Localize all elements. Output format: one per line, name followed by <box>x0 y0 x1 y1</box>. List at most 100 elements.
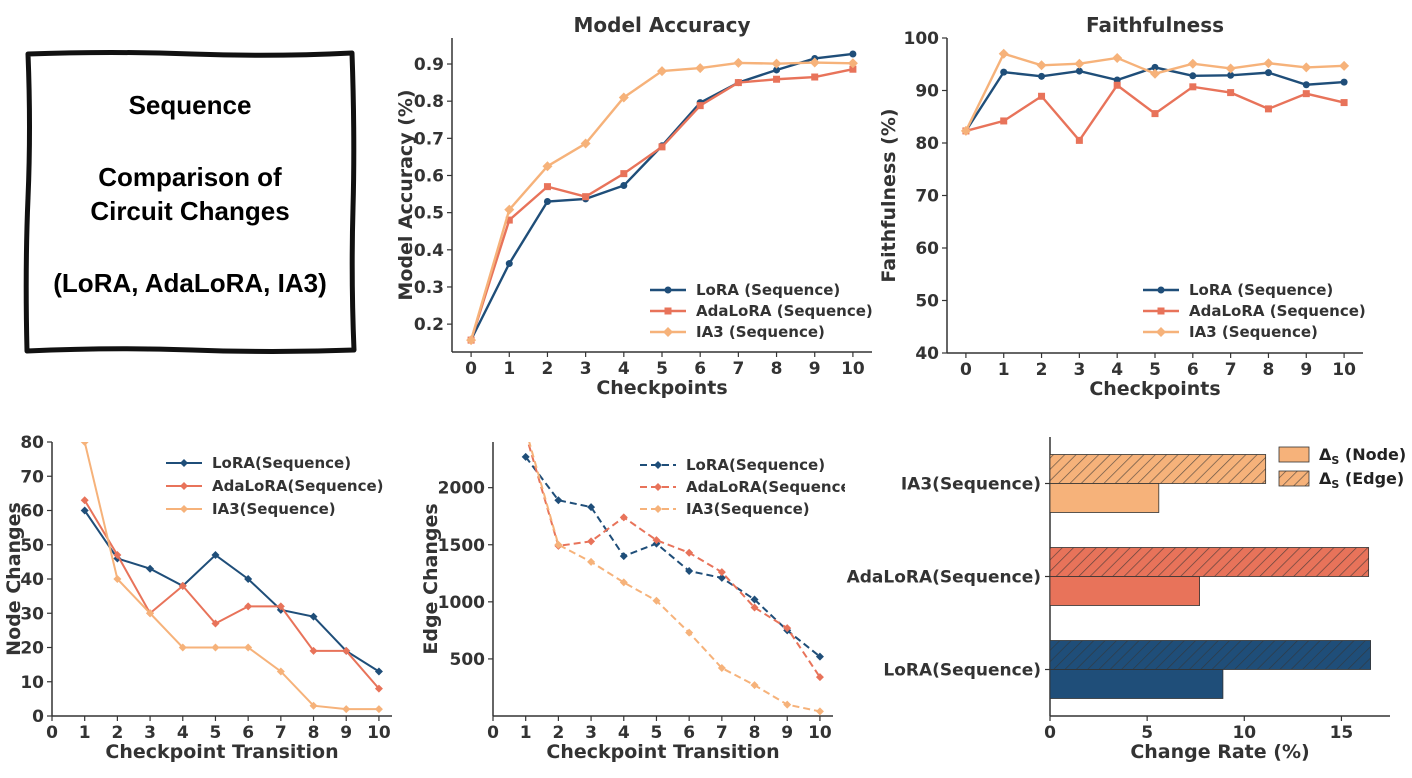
x-tick-label: 4 <box>1111 360 1123 380</box>
data-point <box>113 575 122 583</box>
legend-marker <box>180 459 188 467</box>
data-point <box>374 667 383 676</box>
x-tick-label: 0 <box>487 723 499 743</box>
data-point <box>178 643 187 652</box>
data-point <box>587 557 596 566</box>
legend-label: IA3(Sequence) <box>686 500 810 518</box>
box-line-1: Sequence <box>128 90 252 120</box>
x-tick-label: 10 <box>1332 360 1356 380</box>
x-tick-label: 1 <box>520 723 532 743</box>
legend-swatch <box>1278 470 1310 487</box>
data-point <box>998 48 1009 59</box>
box-line-2: Comparison of <box>98 162 282 192</box>
x-tick-label: 6 <box>683 723 695 743</box>
y-tick-label: 0.7 <box>414 129 444 149</box>
chart-title: Model Accuracy <box>573 13 750 37</box>
data-point <box>580 138 591 149</box>
y-tick-label: 20 <box>20 639 44 659</box>
data-point <box>1000 117 1008 125</box>
data-point <box>146 609 155 618</box>
y-tick-label: 0.2 <box>414 315 444 335</box>
data-point <box>815 707 824 716</box>
legend-label: AdaLoRA(Sequence) <box>686 478 845 496</box>
data-point <box>750 681 759 690</box>
data-point <box>1264 105 1272 113</box>
series-line-AdaLoRA(Sequence) <box>526 442 821 678</box>
data-point <box>309 612 318 621</box>
data-point <box>211 619 220 628</box>
x-tick-label: 7 <box>1225 360 1237 380</box>
y-tick-label: 60 <box>915 239 939 259</box>
legend-marker <box>1157 307 1165 315</box>
x-tick-label: 10 <box>841 359 865 379</box>
x-tick-label: 9 <box>781 723 793 743</box>
x-tick-label: 2 <box>552 723 564 743</box>
legend-label: ΔS (Edge) <box>1319 469 1404 491</box>
data-point <box>113 551 122 560</box>
data-point <box>685 628 694 637</box>
data-point <box>309 646 318 655</box>
series-line-IA3(Sequence) <box>528 442 821 713</box>
y-tick-label: 40 <box>915 344 939 364</box>
x-tick-label: 3 <box>144 723 156 743</box>
data-point <box>1302 90 1310 98</box>
x-tick-label: 2 <box>111 723 123 743</box>
data-point <box>582 193 590 201</box>
bar-edge-AdaLoRA(Sequence) <box>1049 547 1370 577</box>
data-point <box>1339 60 1350 71</box>
legend-marker <box>663 327 673 337</box>
x-tick-label: 5 <box>1141 723 1153 743</box>
y-tick-label: 0.8 <box>414 92 444 112</box>
legend-marker <box>654 483 662 491</box>
x-tick-label: 5 <box>651 723 663 743</box>
data-point <box>80 496 89 505</box>
data-point <box>505 260 513 268</box>
x-tick-label: 1 <box>503 359 515 379</box>
series-line-AdaLoRA(Sequence) <box>83 499 380 690</box>
data-point <box>658 143 666 151</box>
data-point <box>1189 83 1197 91</box>
data-point <box>809 57 820 68</box>
x-tick-label: 3 <box>585 723 597 743</box>
x-tick-label: 0 <box>1044 723 1056 743</box>
x-tick-label: 8 <box>308 723 320 743</box>
x-tick-label: 15 <box>1330 723 1354 743</box>
data-point <box>783 624 792 633</box>
x-tick-label: 2 <box>1036 360 1048 380</box>
data-point <box>1113 81 1121 89</box>
series-line-AdaLoRA (Sequence) <box>469 68 854 341</box>
y-tick-label: 0.3 <box>414 278 444 298</box>
data-point <box>1189 72 1197 80</box>
x-tick-label: 1 <box>79 723 91 743</box>
x-tick-label: 6 <box>694 359 706 379</box>
x-tick-label: 3 <box>1073 360 1085 380</box>
y-axis-label: Faithfulness (%) <box>878 108 900 282</box>
label-box: Sequence Comparison of Circuit Changes (… <box>22 48 358 356</box>
bar-node-IA3(Sequence) <box>1049 483 1160 513</box>
data-point <box>685 548 694 557</box>
data-point <box>1075 67 1083 75</box>
data-point <box>734 79 742 87</box>
data-point <box>685 567 694 576</box>
x-tick-label: 4 <box>618 359 630 379</box>
data-point <box>771 58 782 69</box>
data-point <box>504 204 515 215</box>
data-point <box>652 596 661 605</box>
x-tick-label: 5 <box>210 723 222 743</box>
y-tick-label: 100 <box>904 29 940 49</box>
x-tick-label: 10 <box>808 723 832 743</box>
x-tick-label: 9 <box>340 723 352 743</box>
data-point <box>849 50 857 58</box>
plot-area <box>521 442 824 716</box>
legend-label: ΔS (Node) <box>1319 445 1405 467</box>
data-point <box>750 603 759 612</box>
data-point <box>276 667 285 676</box>
legend-label: LoRA(Sequence) <box>212 454 351 472</box>
legend-label: AdaLoRA(Sequence) <box>212 477 384 495</box>
legend-label: IA3 (Sequence) <box>1189 323 1318 341</box>
data-point <box>1038 72 1046 80</box>
y-tick-label: 0 <box>32 707 44 727</box>
data-point <box>695 63 706 74</box>
data-point <box>244 575 253 583</box>
